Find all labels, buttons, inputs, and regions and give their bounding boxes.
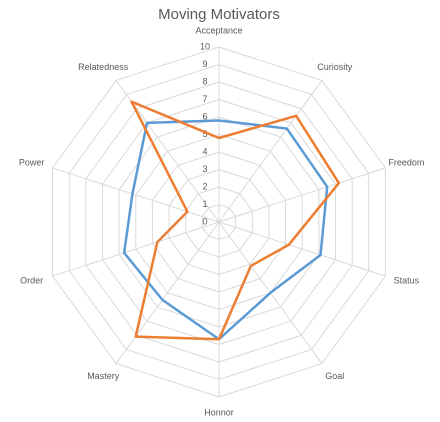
tick-label: 5 — [202, 129, 207, 139]
category-label: Acceptance — [195, 25, 242, 35]
tick-label: 3 — [202, 164, 207, 174]
tick-label: 0 — [202, 216, 207, 226]
category-label: Order — [20, 275, 43, 285]
category-label: Goal — [325, 371, 344, 381]
series-line — [130, 100, 341, 341]
tick-label: 6 — [202, 111, 207, 121]
tick-label: 10 — [200, 41, 210, 51]
category-label: Status — [394, 275, 420, 285]
tick-label: 7 — [202, 94, 207, 104]
tick-label: 8 — [202, 76, 207, 86]
axis-line — [52, 221, 220, 277]
category-label: Relatedness — [78, 62, 129, 72]
chart-title: Moving Motivators — [158, 6, 280, 23]
tick-label: 2 — [202, 181, 207, 191]
axis-line — [218, 167, 386, 223]
category-label: Power — [19, 157, 45, 167]
axis-line — [52, 167, 220, 223]
axis-line — [115, 221, 220, 364]
category-label: Honnor — [204, 407, 234, 417]
axis-line — [218, 221, 386, 277]
series-line — [122, 119, 329, 341]
category-label: Mastery — [87, 371, 120, 381]
axis-line — [218, 80, 323, 223]
tick-label: 1 — [202, 199, 207, 209]
category-label: Curiosity — [317, 62, 353, 72]
category-label: Freedom — [388, 157, 424, 167]
tick-label: 4 — [202, 146, 207, 156]
tick-label: 9 — [202, 59, 207, 69]
